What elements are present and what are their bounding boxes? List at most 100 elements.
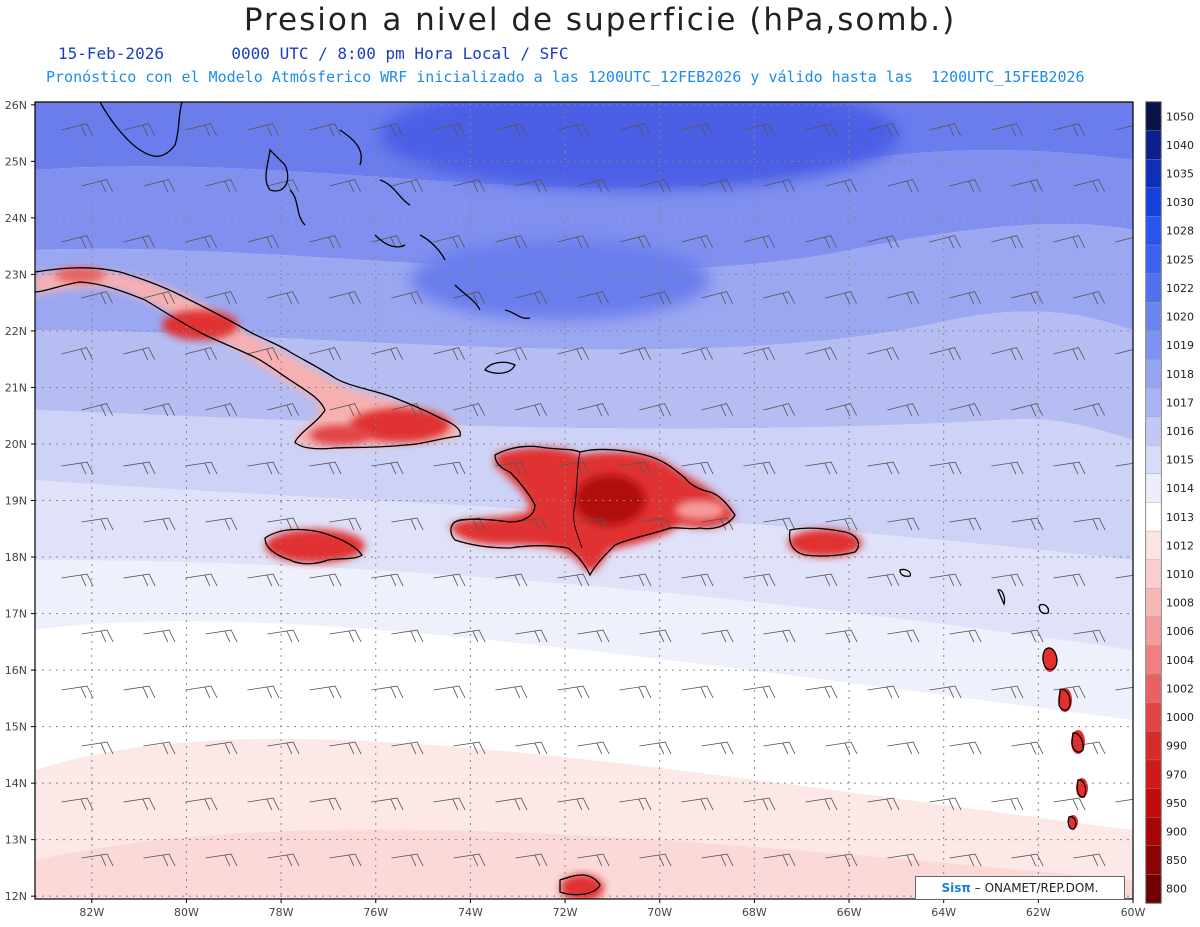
- lat-label: 17N: [5, 608, 27, 621]
- wind-barb: [681, 685, 714, 699]
- wind-barb: [929, 347, 961, 361]
- colorbar-label: 1040: [1166, 139, 1194, 152]
- colorbar-swatch: [1145, 817, 1162, 846]
- wind-barb: [681, 123, 713, 137]
- lon-label: 60W: [1121, 906, 1146, 919]
- wind-barb: [515, 517, 548, 531]
- wind-barb: [557, 685, 590, 699]
- valid-date: 15-Feb-2026: [58, 44, 164, 63]
- colorbar-label: 1013: [1166, 511, 1194, 524]
- wind-barb: [743, 573, 776, 587]
- colorbar-swatch: [1145, 874, 1162, 904]
- wind-barb: [1073, 403, 1105, 417]
- chart-title: Presion a nivel de superficie (hPa,somb.…: [243, 2, 957, 38]
- colorbar-swatch: [1145, 187, 1162, 217]
- wind-barb: [495, 123, 527, 137]
- wind-barb: [577, 741, 610, 755]
- colorbar-swatch: [1145, 159, 1162, 188]
- wind-barb: [515, 291, 547, 305]
- wind-barb: [495, 347, 527, 361]
- wind-barb: [185, 685, 218, 699]
- wind-barb: [61, 123, 93, 137]
- wind-barb: [991, 685, 1024, 699]
- wind-barb: [825, 179, 857, 193]
- wind-barb: [1073, 291, 1105, 305]
- wind-barb: [639, 179, 671, 193]
- wind-barb: [329, 741, 362, 755]
- wind-barb: [887, 403, 919, 417]
- lat-label: 25N: [5, 155, 27, 168]
- wind-barb: [887, 517, 920, 531]
- colorbar-label: 1019: [1166, 339, 1194, 352]
- wind-barb: [61, 347, 93, 361]
- wind-barb: [619, 573, 652, 587]
- wind-barb: [453, 291, 485, 305]
- wind-barb: [619, 347, 651, 361]
- wind-barbs: [61, 123, 1133, 867]
- wind-barb: [805, 685, 838, 699]
- wind-barb: [81, 741, 114, 755]
- colorbar-swatch: [1145, 302, 1162, 332]
- wind-barb: [61, 685, 94, 699]
- wind-barb: [557, 573, 590, 587]
- wind-barb: [763, 179, 795, 193]
- lat-label: 14N: [5, 777, 27, 790]
- wind-barb: [681, 797, 714, 811]
- wind-barb: [205, 403, 237, 417]
- wind-barb: [639, 853, 672, 867]
- wind-barb: [123, 685, 156, 699]
- wind-barb: [929, 685, 962, 699]
- colorbar-label: 1018: [1166, 368, 1194, 381]
- wind-barb: [577, 403, 609, 417]
- lon-label: 72W: [553, 906, 578, 919]
- wind-barb: [391, 629, 424, 643]
- wind-barb: [267, 291, 299, 305]
- colorbar-label: 800: [1166, 883, 1187, 896]
- wind-barb: [763, 853, 796, 867]
- colorbar-swatch: [1145, 673, 1162, 703]
- wind-barb: [763, 403, 795, 417]
- wind-barb: [185, 235, 217, 249]
- colorbar-swatch: [1145, 530, 1162, 560]
- florida-coast: [99, 102, 183, 157]
- wind-barb: [1073, 179, 1105, 193]
- wind-barb: [1115, 462, 1133, 467]
- wind-barb: [61, 235, 93, 249]
- wind-barb: [867, 461, 900, 475]
- wind-barb: [123, 797, 156, 811]
- wind-barb: [433, 123, 465, 137]
- wind-barb: [371, 797, 404, 811]
- credit-box: Sisπ – ONAMET/REP.DOM.: [915, 876, 1125, 900]
- wind-barb: [371, 461, 404, 475]
- wind-barb: [81, 179, 113, 193]
- wind-barb: [867, 235, 899, 249]
- cuba-coast: [35, 267, 461, 450]
- wind-barb: [619, 797, 652, 811]
- wind-barb: [557, 123, 589, 137]
- wind-barb: [309, 685, 342, 699]
- wind-barb: [453, 517, 486, 531]
- wind-barb: [825, 629, 858, 643]
- wind-barb: [371, 347, 403, 361]
- lon-label: 78W: [269, 906, 294, 919]
- wind-barb: [701, 741, 734, 755]
- wind-barb: [701, 629, 734, 643]
- wind-barb: [577, 517, 610, 531]
- wind-barb: [1053, 461, 1086, 475]
- wind-barb: [743, 461, 776, 475]
- colorbar-swatch: [1145, 101, 1162, 131]
- colorbar-swatch: [1145, 416, 1162, 446]
- wind-barb: [123, 573, 156, 587]
- colorbar-label: 1028: [1166, 225, 1194, 238]
- wind-barb: [515, 629, 548, 643]
- colorbar-swatch: [1145, 845, 1162, 875]
- puerto-rico-shading: [788, 529, 862, 557]
- wind-barb: [701, 179, 733, 193]
- wind-barb: [143, 853, 176, 867]
- colorbar-label: 1025: [1166, 253, 1194, 266]
- wind-barb: [1053, 123, 1085, 137]
- wind-barb: [309, 347, 341, 361]
- wind-barb: [949, 517, 982, 531]
- lat-label: 20N: [5, 438, 27, 451]
- colorbar-swatch: [1145, 387, 1162, 417]
